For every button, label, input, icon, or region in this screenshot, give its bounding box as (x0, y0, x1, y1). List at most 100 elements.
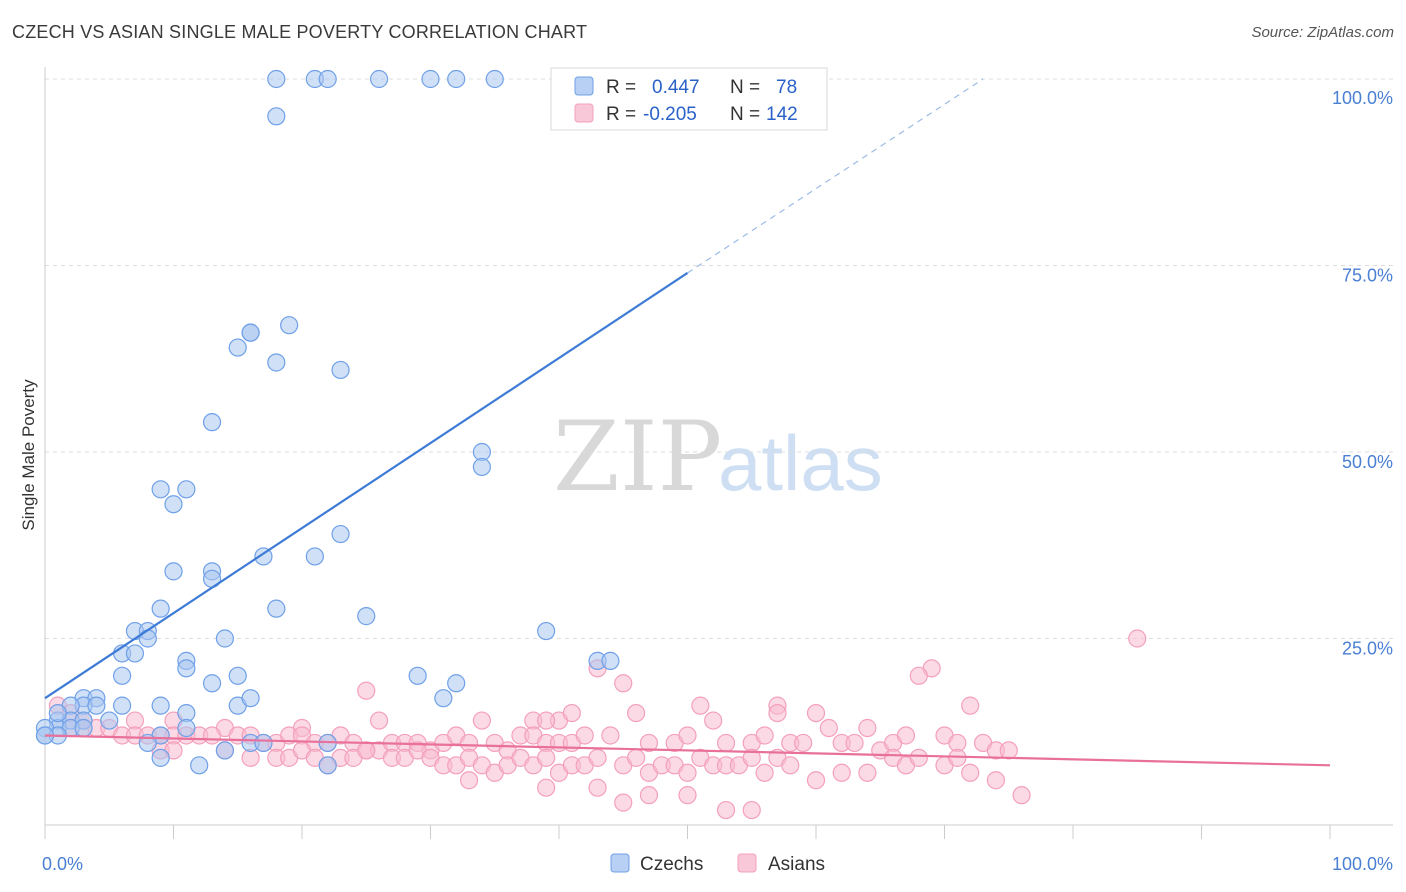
czech-point (177, 659, 196, 678)
czech-point (267, 107, 286, 126)
asian-point (537, 711, 556, 730)
czech-point (331, 360, 350, 380)
asian-point (819, 718, 838, 738)
y-axis-label: Single Male Poverty (19, 379, 38, 531)
asian-point (999, 741, 1018, 760)
czech-point (164, 495, 183, 514)
czech-trend-extension (687, 78, 984, 274)
czech-point (537, 621, 556, 641)
watermark-atlas: atlas (718, 419, 883, 507)
czech-trend-line (44, 272, 689, 700)
asian-point (678, 726, 697, 745)
legend-r-value-czechs: 0.447 (652, 77, 700, 98)
legend-swatch-asians (574, 103, 594, 123)
czech-point (421, 69, 440, 89)
czech-point (202, 413, 222, 432)
czech-point (228, 338, 247, 357)
asian-point (357, 741, 376, 760)
asian-point (588, 778, 607, 797)
legend-n-label-asians: N = (730, 104, 760, 125)
legend-box (550, 67, 828, 131)
czech-point (228, 666, 247, 685)
asian-point (961, 763, 980, 782)
czech-point (472, 457, 491, 477)
asian-point (716, 800, 736, 820)
y-tick-label: 100.0% (1332, 88, 1393, 108)
czech-point (434, 689, 453, 708)
asian-trend-line (44, 734, 1331, 767)
asian-point (537, 778, 556, 797)
grid-lines (45, 78, 1393, 639)
asian-point (909, 748, 928, 767)
legend-swatch-czechs (574, 76, 594, 96)
asian-point (537, 748, 556, 767)
trend-lines (44, 78, 1331, 767)
czech-point (357, 607, 376, 626)
x-tick-label-max: 100.0% (1332, 854, 1393, 874)
czech-point (164, 562, 183, 581)
bottom-legend-swatch-czechs (610, 853, 630, 873)
asian-point (1012, 786, 1031, 805)
asian-point (794, 733, 813, 753)
czech-point (112, 666, 132, 685)
legend-n-value-czechs: 78 (776, 77, 797, 98)
asian-point (370, 711, 389, 730)
asian-point (858, 763, 877, 782)
asian-point (806, 771, 826, 790)
y-tick-label: 75.0% (1342, 266, 1393, 286)
czech-point (151, 599, 170, 618)
asian-point (806, 703, 826, 723)
asian-point (614, 674, 633, 693)
asian-point (858, 718, 877, 738)
czech-point (267, 69, 286, 89)
asian-point (588, 748, 607, 767)
czech-point (74, 718, 93, 738)
chart-title: CZECH VS ASIAN SINGLE MALE POVERTY CORRE… (12, 22, 588, 42)
czech-point (177, 718, 196, 738)
czech-point (202, 674, 222, 693)
czech-point (485, 69, 504, 89)
czech-point (125, 644, 145, 663)
asian-point (678, 786, 697, 805)
asian-point (986, 771, 1006, 790)
axis-ticks: 25.0% 50.0% 75.0% 100.0% 0.0% 100.0% (42, 88, 1393, 874)
czech-point (112, 696, 132, 715)
asian-point (639, 786, 659, 805)
source-label: Source: ZipAtlas.com (1251, 24, 1394, 41)
asian-point (357, 681, 376, 700)
czech-point (151, 480, 170, 499)
czech-point (447, 674, 466, 693)
axes (44, 67, 1393, 839)
czech-point (190, 756, 209, 775)
asian-point (202, 726, 222, 745)
asian-point (961, 696, 980, 715)
asian-point (845, 733, 864, 753)
bottom-legend-czechs: Czechs (640, 854, 703, 875)
x-tick-label-min: 0.0% (42, 854, 83, 874)
legend-n-value-asians: 142 (766, 104, 798, 125)
czech-point (318, 756, 337, 775)
czech-point (87, 696, 106, 715)
asian-point (472, 711, 491, 730)
czech-point (254, 547, 273, 566)
bottom-legend-swatch-asians (737, 853, 757, 873)
asian-point (626, 748, 646, 767)
czech-point (318, 69, 337, 89)
czech-point (241, 689, 260, 708)
czech-point (331, 524, 350, 544)
czech-point (151, 696, 170, 715)
czech-point (254, 733, 273, 753)
czech-point (305, 547, 324, 566)
asian-point (459, 771, 479, 790)
watermark-zip: ZIP (553, 401, 722, 513)
czech-point (601, 651, 620, 670)
asian-point (626, 703, 646, 723)
asian-point (755, 763, 774, 782)
czech-point (138, 629, 157, 648)
asian-point (614, 793, 633, 812)
data-points (35, 69, 1147, 820)
legend-r-value-asians: -0.205 (643, 104, 697, 125)
czech-point (447, 69, 466, 89)
asian-point (909, 666, 928, 685)
